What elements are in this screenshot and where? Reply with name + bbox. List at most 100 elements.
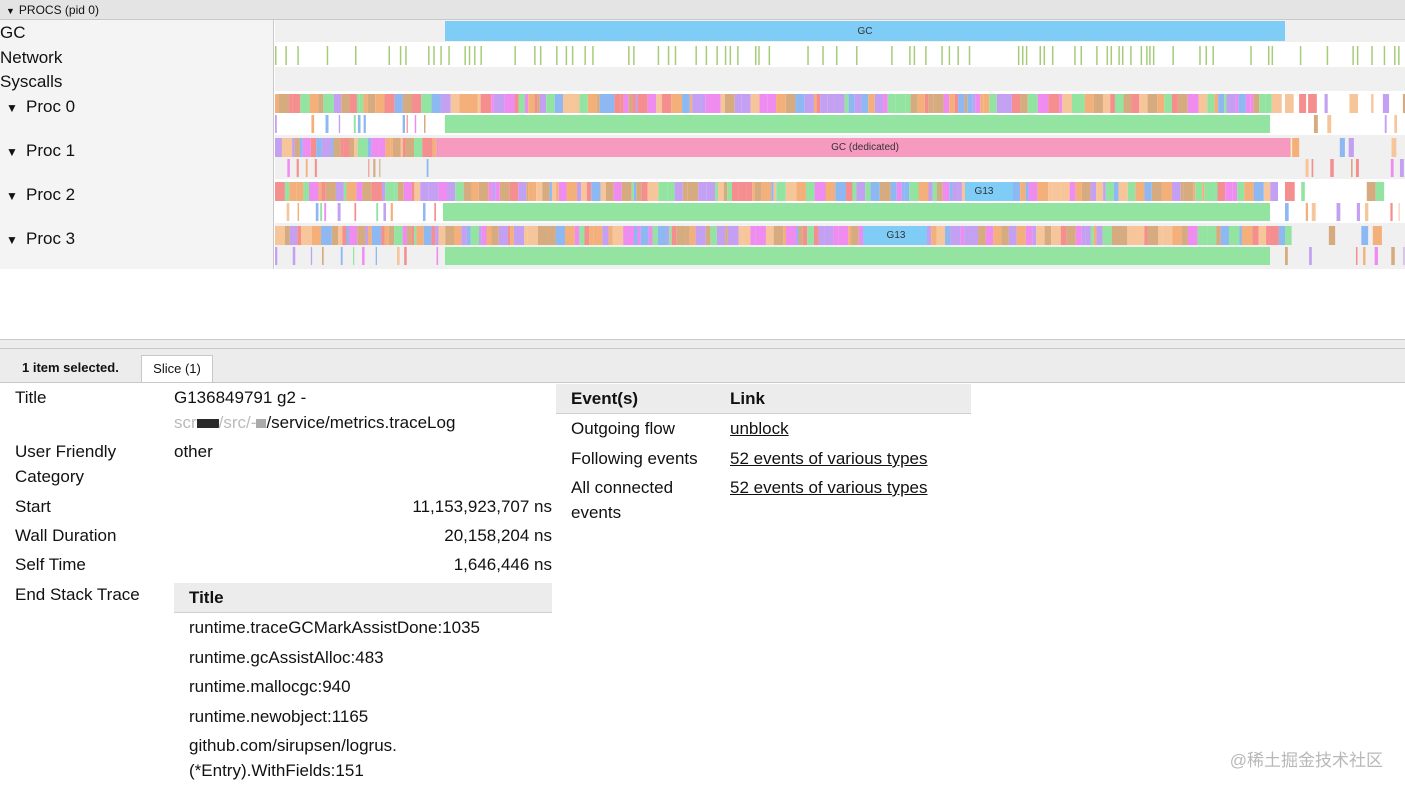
network-event: [1130, 46, 1132, 65]
proc-slice: [554, 94, 563, 113]
proc-slice: [303, 182, 309, 201]
proc-slice: [375, 94, 385, 113]
gc-assist-slice: [445, 247, 1270, 265]
proc-slice: [381, 226, 385, 245]
network-event: [1149, 46, 1151, 65]
gc-dedicated-slice[interactable]: [438, 138, 1290, 157]
proc-slice: [1183, 182, 1193, 201]
proc-slice: [1147, 94, 1158, 113]
self-time-label: Self Time: [15, 555, 86, 574]
proc-tick: [444, 115, 447, 133]
proc-slice: [1151, 182, 1162, 201]
expand-triangle-icon[interactable]: ▼: [6, 145, 18, 159]
proc-tick: [1313, 115, 1318, 133]
network-row-bg: [275, 42, 1405, 67]
proc-slice: [536, 182, 543, 201]
proc-tick: [1390, 159, 1394, 177]
proc-slice: [1225, 182, 1233, 201]
proc-slice: [738, 226, 743, 245]
network-event: [1371, 46, 1373, 65]
proc-slice: [346, 182, 357, 201]
proc-slice: [834, 94, 845, 113]
proc-slice: [510, 226, 514, 245]
timeline-svg[interactable]: GC GC (dedicated) G13 G13: [275, 20, 1405, 269]
proc-slice: [890, 182, 897, 201]
link-all-connected[interactable]: 52 events of various types: [730, 478, 928, 497]
network-event: [1118, 46, 1120, 65]
gc-slice[interactable]: [445, 21, 1285, 41]
proc-slice: [1096, 182, 1104, 201]
proc-slice: [661, 94, 672, 113]
proc2-g13-slice[interactable]: [965, 182, 1013, 201]
proc-slice: [852, 182, 857, 201]
network-event: [480, 46, 482, 65]
proc-slice: [546, 94, 555, 113]
stack-table-title-header: Title: [189, 588, 224, 607]
tab-slice[interactable]: Slice (1): [141, 355, 213, 382]
proc-slice: [558, 182, 567, 201]
collapse-triangle-icon[interactable]: ▼: [6, 6, 15, 16]
proc-slice: [1036, 226, 1045, 245]
proc-slice: [750, 226, 756, 245]
network-event: [354, 46, 357, 65]
row-label-proc3[interactable]: ▼ Proc 3: [0, 229, 75, 249]
procs-header[interactable]: ▼ PROCS (pid 0): [0, 0, 1405, 20]
proc-slice: [461, 226, 467, 245]
network-event: [941, 46, 943, 65]
proc3-g13-slice[interactable]: [863, 226, 927, 245]
proc-slice: [1164, 94, 1172, 113]
row-label-proc0[interactable]: ▼ Proc 0: [0, 97, 75, 117]
proc-slice: [870, 182, 880, 201]
link-unblock[interactable]: unblock: [730, 419, 789, 438]
proc-slice: [964, 226, 971, 245]
proc-slice: [961, 182, 966, 201]
panel-splitter[interactable]: [0, 339, 1405, 349]
watermark: @稀土掘金技术社区: [1229, 751, 1383, 770]
proc-slice: [715, 182, 719, 201]
proc-slice: [597, 94, 600, 113]
proc-tick: [1355, 247, 1358, 265]
proc-slice: [647, 94, 657, 113]
proc-slice: [1214, 182, 1218, 201]
proc-slice: [614, 94, 621, 113]
row-label-proc1[interactable]: ▼ Proc 1: [0, 141, 75, 161]
proc-slice: [933, 94, 944, 113]
link-following-events[interactable]: 52 events of various types: [730, 449, 928, 468]
proc-slice: [318, 94, 324, 113]
expand-triangle-icon[interactable]: ▼: [6, 101, 18, 115]
proc-slice: [1220, 226, 1229, 245]
proc-slice: [861, 94, 869, 113]
proc-slice: [1301, 182, 1305, 201]
proc-slice: [1090, 226, 1094, 245]
proc-slice: [993, 226, 1002, 245]
proc-slice: [1218, 94, 1225, 113]
expand-triangle-icon[interactable]: ▼: [6, 189, 18, 203]
proc-slice: [720, 94, 725, 113]
timeline-track-area[interactable]: GC GC (dedicated) G13 G13: [275, 20, 1405, 269]
proc2-label: Proc 2: [26, 185, 76, 204]
row-label-proc2[interactable]: ▼ Proc 2: [0, 185, 75, 205]
proc-slice: [1069, 182, 1076, 201]
proc-slice: [742, 226, 751, 245]
proc-slice: [989, 94, 997, 113]
proc-slice: [865, 182, 871, 201]
proc-slice: [586, 182, 592, 201]
proc-slice: [1226, 94, 1236, 113]
proc-slice: [470, 226, 480, 245]
proc-slice: [838, 226, 849, 245]
proc-tick: [1356, 203, 1360, 221]
expand-triangle-icon[interactable]: ▼: [6, 233, 18, 247]
proc-slice: [1066, 226, 1076, 245]
proc-slice: [671, 226, 677, 245]
proc-slice: [924, 94, 929, 113]
proc-slice: [754, 182, 762, 201]
network-event: [1199, 46, 1201, 65]
proc-slice: [1235, 94, 1239, 113]
proc-slice: [323, 94, 334, 113]
proc-slice: [1081, 182, 1091, 201]
proc-slice: [1081, 226, 1086, 245]
proc-slice: [734, 94, 742, 113]
proc-slice: [335, 182, 344, 201]
network-event: [913, 46, 916, 65]
proc-slice: [786, 226, 797, 245]
